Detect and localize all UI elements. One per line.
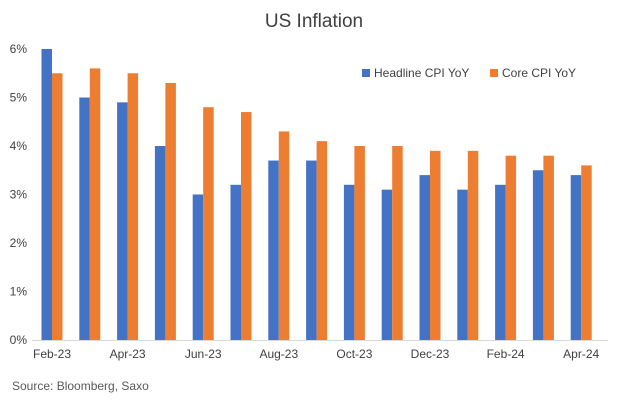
bar-core-cpi [430, 150, 441, 340]
bar-core-cpi [354, 146, 365, 340]
legend-swatch-core [490, 69, 498, 77]
x-tick-label: Jun-23 [185, 347, 222, 361]
x-tick-label: Feb-24 [487, 347, 525, 361]
bar-headline-cpi [192, 194, 204, 340]
x-tick-label: Apr-23 [110, 347, 146, 361]
y-tick-label: 5% [10, 91, 28, 105]
x-axis-labels: Feb-23 Apr-23 Jun-23 Aug-23 Oct-23 Dec-23 Feb-… [33, 347, 600, 361]
x-tick-label: Oct-23 [336, 347, 372, 361]
bar-headline-cpi [343, 184, 355, 340]
y-tick-label: 1% [10, 285, 28, 299]
bar-core-cpi [203, 107, 214, 340]
x-tick-label: Apr-24 [563, 347, 599, 361]
bar-core-cpi [505, 155, 517, 340]
source-note: Source: Bloomberg, Saxo [12, 379, 149, 393]
legend: Headline CPI YoY Core CPI YoY [362, 66, 576, 80]
bar-headline-cpi [570, 175, 582, 340]
bar-core-cpi [278, 131, 290, 340]
bar-core-cpi [241, 112, 252, 340]
bar-headline-cpi [154, 146, 166, 340]
y-tick-label: 2% [10, 236, 28, 250]
bar-headline-cpi [495, 184, 506, 340]
x-tick-label: Feb-23 [33, 347, 71, 361]
bar-core-cpi [52, 73, 63, 340]
bar-headline-cpi [532, 170, 544, 340]
x-tick-label: Dec-23 [411, 347, 450, 361]
y-tick-label: 0% [10, 333, 28, 347]
bar-headline-cpi [41, 49, 52, 340]
y-axis-labels: 0% 1% 2% 3% 4% 5% 6% [10, 42, 28, 347]
bar-headline-cpi [306, 160, 317, 340]
bar-core-cpi [165, 82, 176, 340]
bar-core-cpi [316, 141, 328, 340]
bar-core-cpi [392, 146, 403, 340]
bar-core-cpi [127, 73, 139, 340]
bar-headline-cpi [419, 175, 430, 340]
y-tick-label: 4% [10, 139, 28, 153]
bar-headline-cpi [457, 189, 468, 340]
legend-swatch-headline [362, 69, 370, 77]
y-tick-label: 3% [10, 188, 28, 202]
bar-core-cpi [89, 68, 101, 341]
bars [41, 49, 592, 341]
legend-label-headline: Headline CPI YoY [374, 66, 469, 80]
bar-core-cpi [543, 155, 554, 340]
bar-headline-cpi [381, 189, 393, 340]
chart-title: US Inflation [265, 11, 363, 32]
x-tick-label: Aug-23 [259, 347, 298, 361]
legend-label-core: Core CPI YoY [502, 66, 576, 80]
y-tick-label: 6% [10, 42, 28, 56]
bar-headline-cpi [268, 160, 279, 340]
bar-core-cpi [581, 165, 592, 340]
bar-headline-cpi [79, 97, 90, 340]
bar-headline-cpi [117, 102, 128, 340]
bar-core-cpi [467, 150, 479, 340]
bar-headline-cpi [230, 184, 241, 340]
